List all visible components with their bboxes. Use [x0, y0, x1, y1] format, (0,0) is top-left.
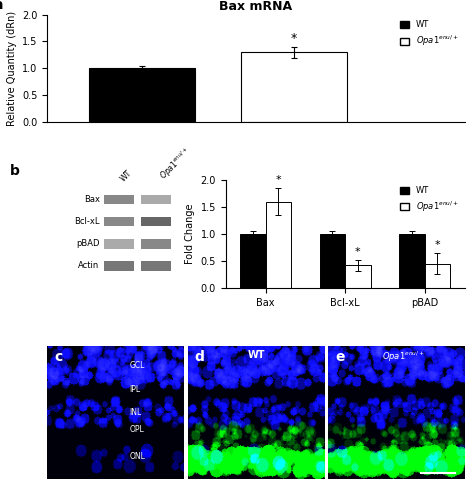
Bar	[345, 265, 371, 288]
Text: INL: INL	[129, 408, 141, 417]
Text: IPL: IPL	[129, 385, 140, 394]
FancyBboxPatch shape	[141, 217, 171, 227]
Text: c: c	[54, 350, 63, 364]
Text: *: *	[291, 31, 297, 45]
FancyBboxPatch shape	[104, 217, 134, 227]
Bar	[399, 234, 425, 288]
FancyBboxPatch shape	[141, 239, 171, 249]
Text: Bax: Bax	[83, 195, 100, 204]
FancyBboxPatch shape	[141, 261, 171, 271]
Bar	[89, 68, 195, 122]
Text: $Opa1^{enu/+}$: $Opa1^{enu/+}$	[382, 350, 425, 364]
FancyBboxPatch shape	[104, 195, 134, 204]
Text: $Opa1^{enu/+}$: $Opa1^{enu/+}$	[156, 146, 194, 183]
Y-axis label: Relative Quantity (dRn): Relative Quantity (dRn)	[7, 11, 17, 126]
Text: b: b	[10, 164, 20, 178]
Legend: WT, $Opa1^{enu/+}$: WT, $Opa1^{enu/+}$	[398, 184, 460, 215]
Text: Bcl-xL: Bcl-xL	[74, 217, 100, 226]
Bar	[265, 202, 291, 288]
Text: d: d	[195, 350, 204, 364]
Text: pBAD: pBAD	[76, 239, 100, 248]
Text: *: *	[355, 247, 361, 257]
Text: *: *	[275, 175, 281, 185]
FancyBboxPatch shape	[104, 261, 134, 271]
Text: a: a	[0, 0, 3, 12]
Bar	[425, 264, 450, 288]
Text: ONL: ONL	[129, 452, 145, 461]
Text: Actin: Actin	[78, 261, 100, 270]
Text: WT: WT	[247, 350, 264, 360]
Bar	[240, 234, 265, 288]
Text: e: e	[335, 350, 345, 364]
Y-axis label: Fold Change: Fold Change	[185, 204, 195, 264]
Legend: WT, $Opa1^{enu/+}$: WT, $Opa1^{enu/+}$	[398, 19, 460, 49]
Bar	[241, 52, 347, 122]
Text: OPL: OPL	[129, 425, 144, 434]
Text: *: *	[435, 240, 440, 250]
Title: Bax mRNA: Bax mRNA	[219, 0, 292, 14]
Text: WT: WT	[119, 168, 134, 183]
FancyBboxPatch shape	[104, 239, 134, 249]
Text: GCL: GCL	[129, 362, 145, 370]
FancyBboxPatch shape	[141, 195, 171, 204]
Bar	[319, 234, 345, 288]
